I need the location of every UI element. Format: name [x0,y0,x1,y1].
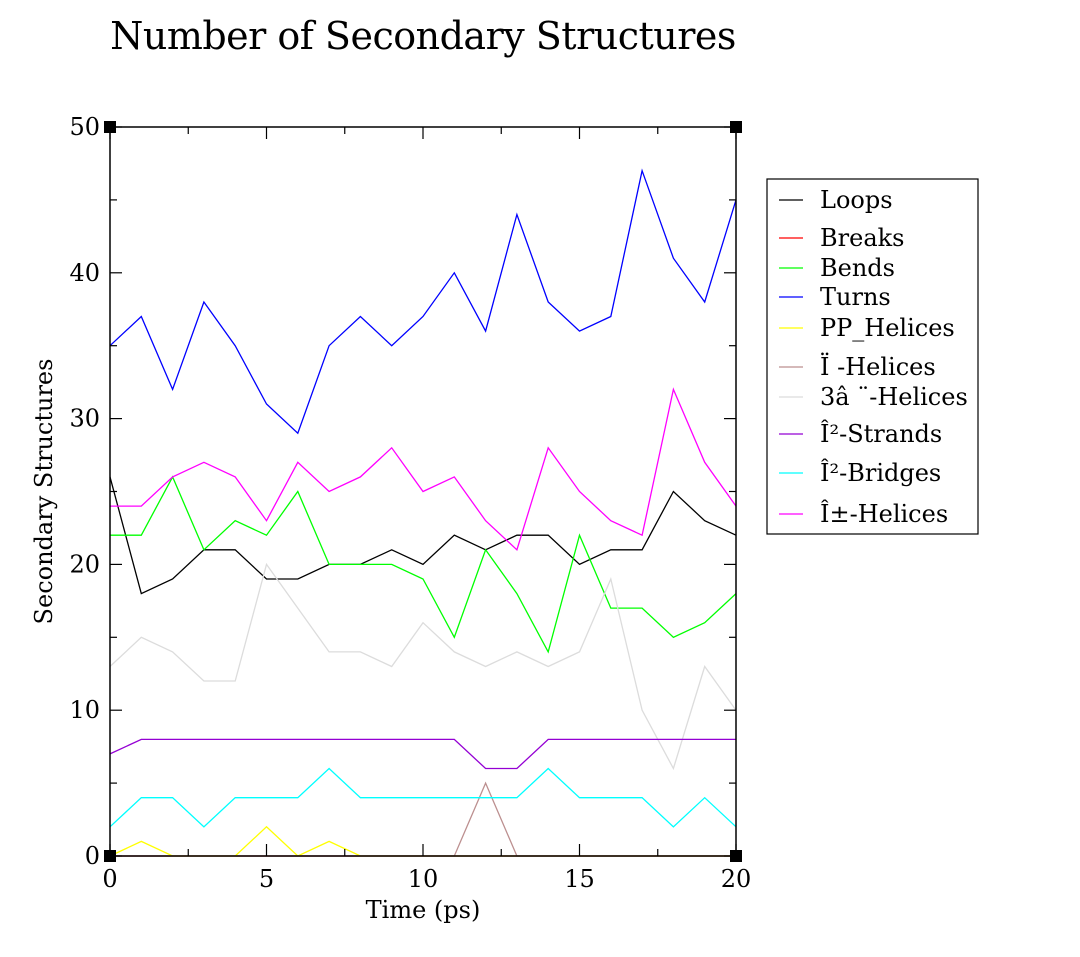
x-tick-label: 10 [408,865,439,893]
legend-label-0: Loops [820,186,893,214]
corner-handle[interactable] [730,850,742,862]
legend-label-9: Î±-Helices [820,499,948,528]
series-line-6 [109,562,737,771]
series-line-2 [110,475,737,654]
ticks-layer: 0 5 10 15 20 0 10 20 30 40 50 [69,113,751,893]
legend-label-8: Î²-Bridges [820,458,941,487]
y-tick-label: 40 [69,259,100,287]
x-tick-label: 20 [721,865,752,893]
legend-label-5: Ï -Helices [820,352,936,381]
x-tick-label: 15 [564,865,595,893]
legend-label-6: 3â ¨-Helices [820,383,968,411]
y-tick-label: 20 [69,550,100,578]
x-axis-label: Time (ps) [366,896,481,924]
chart-title: Number of Secondary Structures [110,14,736,58]
y-tick-label: 0 [85,842,100,870]
y-tick-label: 30 [69,405,100,433]
series-line-9 [110,387,737,551]
corner-handle[interactable] [104,121,116,133]
legend-label-3: Turns [820,283,891,311]
corner-handle[interactable] [730,121,742,133]
x-tick-label: 5 [259,865,274,893]
corner-handle[interactable] [104,850,116,862]
x-tick-label: 0 [102,865,117,893]
plot-corner-handles [104,121,742,862]
series-line-3 [109,168,737,435]
y-axis-label: Secondary Structures [30,359,58,625]
legend-label-4: PP_Helices [820,314,955,342]
legend-label-2: Bends [820,254,895,282]
series-layer [109,168,737,857]
legend-label-7: Î²-Strands [820,419,942,448]
legend-label-1: Breaks [820,224,904,252]
series-line-0 [109,476,737,595]
series-line-8 [109,767,737,828]
y-tick-label: 10 [69,696,100,724]
series-line-7 [109,738,736,770]
y-tick-label: 50 [69,113,100,141]
